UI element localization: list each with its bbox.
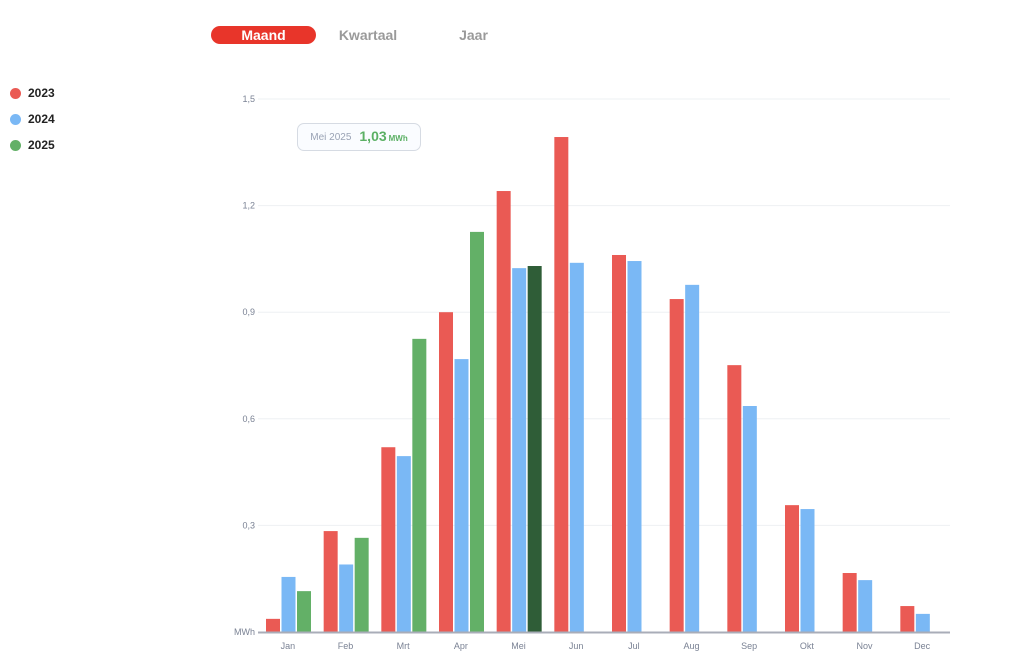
bar-2023-okt[interactable] xyxy=(785,505,799,632)
legend-item-2023[interactable]: 2023 xyxy=(10,80,55,106)
bar-2024-feb[interactable] xyxy=(339,564,354,632)
bar-2023-jul[interactable] xyxy=(612,254,626,632)
y-tick-label: 0,9 xyxy=(242,307,255,317)
x-tick-label: Dec xyxy=(914,641,931,651)
y-tick-label: 1,2 xyxy=(242,201,255,211)
x-tick-label: Sep xyxy=(741,641,757,651)
bar-2023-aug[interactable] xyxy=(669,299,684,632)
bar-2025-mrt[interactable] xyxy=(412,338,427,632)
y-tick-label: 0,3 xyxy=(242,520,255,530)
tab-jaar[interactable]: Jaar xyxy=(459,27,488,43)
bar-2023-jan[interactable] xyxy=(266,618,280,632)
bar-2025-apr[interactable] xyxy=(470,231,484,633)
legend-label: 2025 xyxy=(28,138,55,152)
bar-2023-mrt[interactable] xyxy=(381,447,396,632)
legend-label: 2023 xyxy=(28,86,55,100)
y-tick-label: 1,5 xyxy=(242,94,255,104)
legend-dot-icon xyxy=(10,139,21,151)
bar-2024-jun[interactable] xyxy=(569,262,584,632)
bar-2024-okt[interactable] xyxy=(800,509,815,632)
y-unit-label: MWh xyxy=(234,627,255,637)
legend-dot-icon xyxy=(10,87,21,99)
x-tick-label: Jul xyxy=(628,641,640,651)
legend-item-2025[interactable]: 2025 xyxy=(10,132,55,158)
bar-2024-aug[interactable] xyxy=(685,284,700,632)
bar-2024-jan[interactable] xyxy=(281,576,296,632)
legend: 2023 2024 2025 xyxy=(10,80,55,158)
x-tick-label: Apr xyxy=(454,641,468,651)
legend-label: 2024 xyxy=(28,112,55,126)
bar-2023-jun[interactable] xyxy=(554,137,569,632)
bar-2023-apr[interactable] xyxy=(439,312,453,632)
bar-2025-jan[interactable] xyxy=(297,591,311,632)
bar-2023-feb[interactable] xyxy=(323,531,338,632)
bar-2023-nov[interactable] xyxy=(842,573,857,632)
x-tick-label: Okt xyxy=(800,641,815,651)
x-tick-label: Aug xyxy=(683,641,699,651)
bar-2023-mei[interactable] xyxy=(496,191,511,633)
tab-kwartaal[interactable]: Kwartaal xyxy=(338,27,398,43)
x-tick-label: Mrt xyxy=(397,641,410,651)
x-tick-label: Feb xyxy=(338,641,354,651)
bar-2024-nov[interactable] xyxy=(858,580,873,632)
bar-2024-mrt[interactable] xyxy=(396,456,411,632)
tooltip-unit: MWh xyxy=(388,134,408,143)
bar-2023-dec[interactable] xyxy=(900,606,915,632)
bar-2025-feb[interactable] xyxy=(354,537,369,632)
legend-dot-icon xyxy=(10,113,21,125)
tab-maand[interactable]: Maand xyxy=(211,26,316,44)
legend-item-2024[interactable]: 2024 xyxy=(10,106,55,132)
x-tick-label: Nov xyxy=(856,641,873,651)
bar-2025-mei[interactable] xyxy=(527,266,542,632)
y-tick-label: 0,6 xyxy=(242,414,255,424)
tooltip: Mei 2025 1,03 MWh xyxy=(297,123,421,151)
bar-2024-apr[interactable] xyxy=(454,359,469,632)
bar-2024-dec[interactable] xyxy=(915,613,930,632)
x-tick-label: Jun xyxy=(569,641,584,651)
bar-2023-sep[interactable] xyxy=(727,365,742,632)
x-tick-label: Jan xyxy=(281,641,296,651)
tooltip-label: Mei 2025 xyxy=(310,131,352,143)
x-tick-label: Mei xyxy=(511,641,526,651)
tooltip-value: 1,03 xyxy=(359,128,387,144)
bar-2024-sep[interactable] xyxy=(742,406,757,632)
bar-2024-mei[interactable] xyxy=(512,268,527,632)
bar-2024-jul[interactable] xyxy=(627,261,642,632)
